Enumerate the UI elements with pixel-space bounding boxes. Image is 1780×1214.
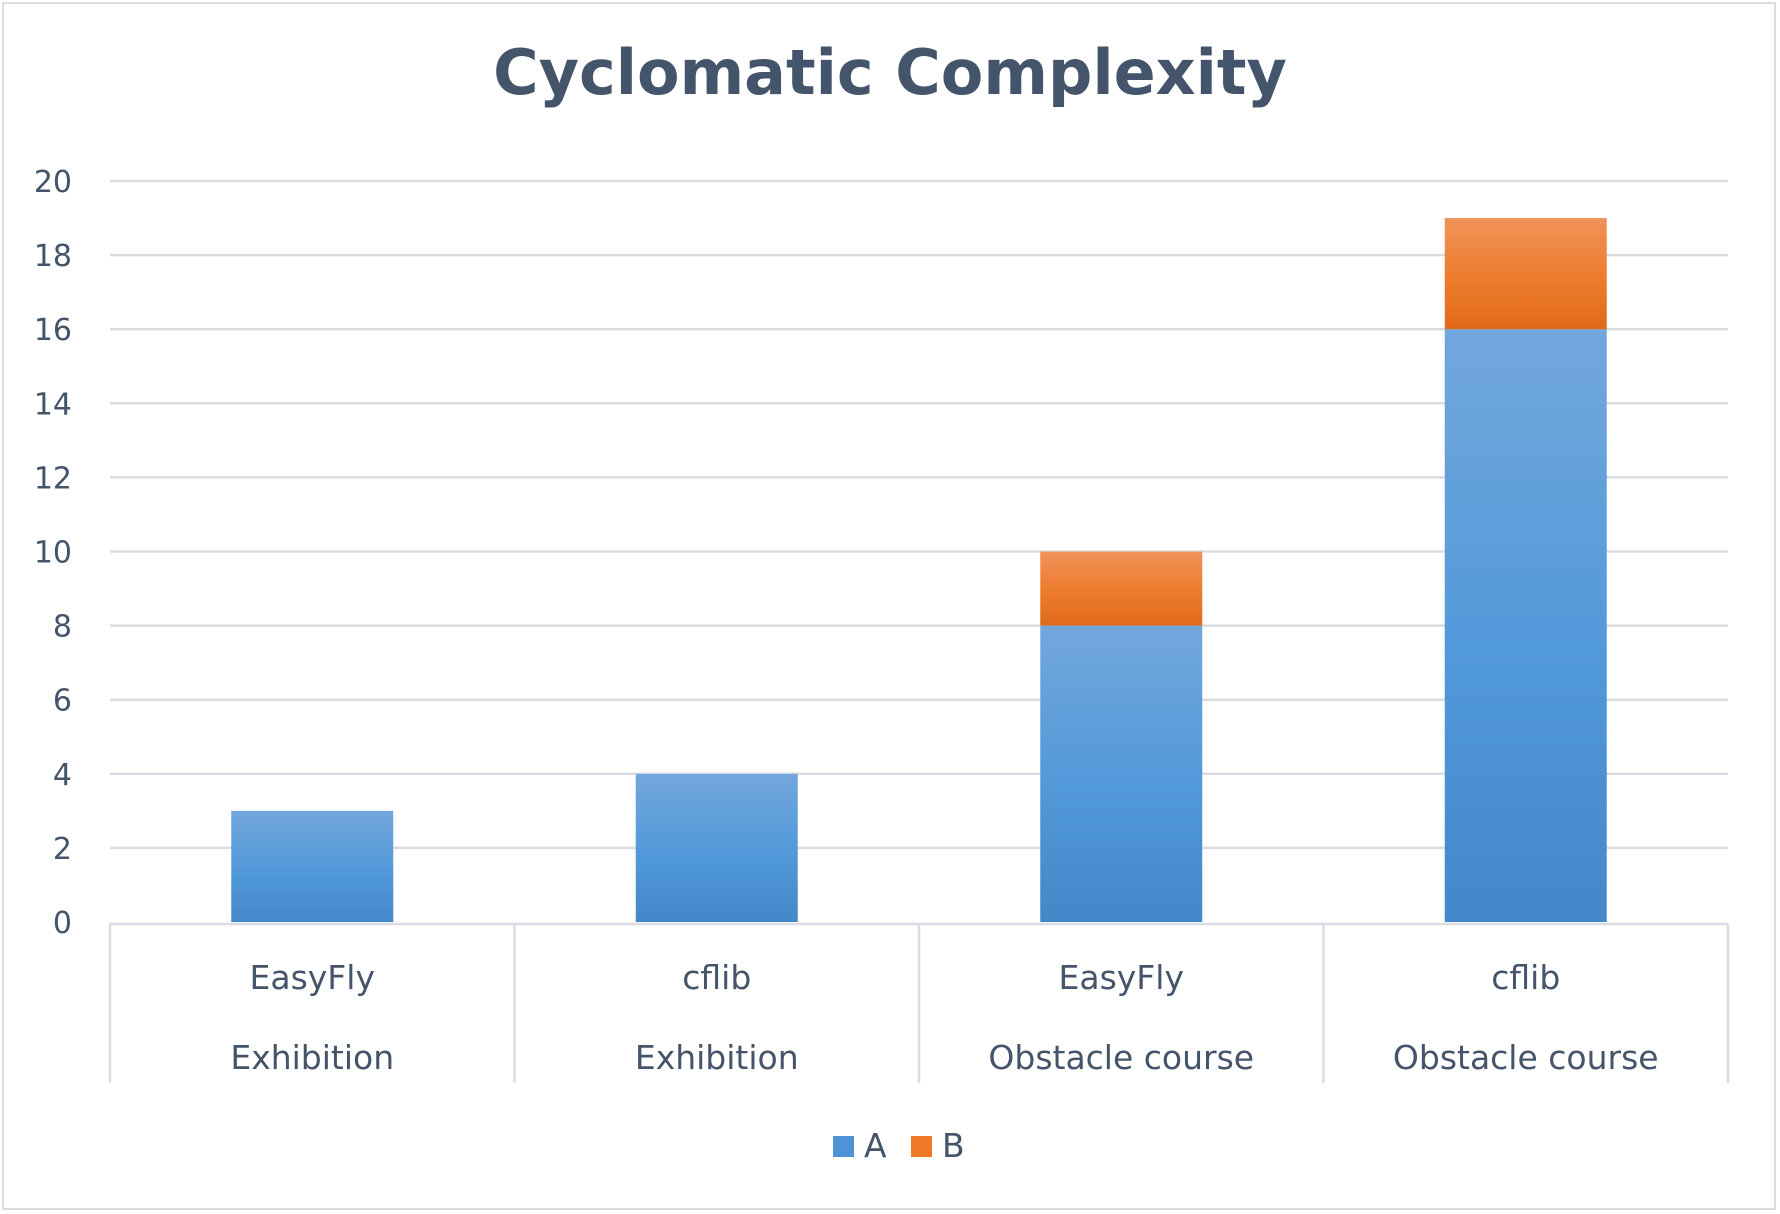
x-category-label: cflib [682,958,751,997]
x-category-label: cflib [1491,958,1560,997]
bar-A-3 [1444,329,1607,922]
y-tick-label: 8 [53,610,72,645]
x-group-label: Exhibition [230,1038,394,1077]
legend-label-A: A [864,1126,887,1165]
y-axis-tick-labels: 0 2 4 6 8 10 12 14 16 18 20 [34,165,72,941]
legend-label-B: B [942,1126,965,1165]
y-tick-label: 12 [34,461,72,496]
y-tick-label: 20 [34,165,72,200]
x-axis-category-labels: EasyFly Exhibition cflib Exhibition EasyFly O… [230,958,1658,1077]
bars [231,218,1607,922]
legend-swatch-B [911,1136,932,1157]
x-group-label: Obstacle course [988,1038,1254,1077]
y-tick-label: 10 [34,536,72,571]
x-group-label: Exhibition [635,1038,799,1077]
x-category-label: EasyFly [250,958,375,997]
bar-A-1 [635,773,798,922]
chart-title: Cyclomatic Complexity [493,36,1287,109]
y-tick-label: 14 [34,387,72,422]
bar-B-3 [1444,218,1607,330]
x-axis [108,922,1730,1083]
y-tick-label: 0 [53,906,72,941]
x-group-label: Obstacle course [1393,1038,1659,1077]
bar-A-2 [1040,625,1203,922]
bar-B-2 [1040,551,1203,626]
y-tick-label: 2 [53,832,72,867]
legend-swatch-A [833,1136,854,1157]
y-tick-label: 18 [34,239,72,274]
y-tick-label: 16 [34,313,72,348]
bar-A-0 [231,810,394,922]
x-category-label: EasyFly [1059,958,1184,997]
y-tick-label: 4 [53,758,72,793]
y-tick-label: 6 [53,684,72,719]
